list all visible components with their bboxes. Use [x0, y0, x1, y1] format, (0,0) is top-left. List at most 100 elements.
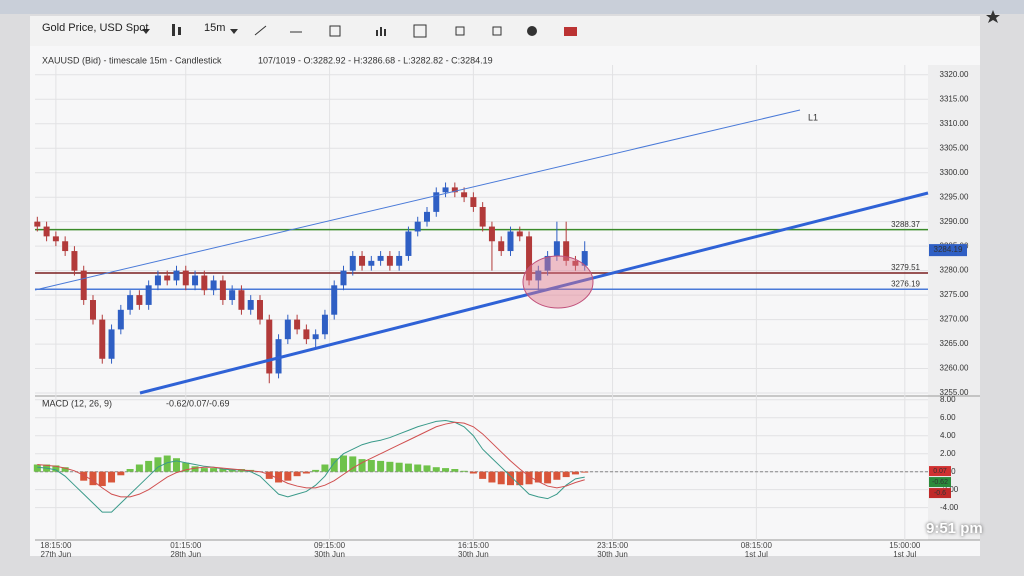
histogram-bar [145, 460, 153, 472]
histogram-bar [460, 470, 468, 472]
current-value-box [929, 466, 951, 477]
histogram-bar [469, 471, 477, 474]
candle-body [340, 270, 347, 286]
dropdown-arrow[interactable] [230, 29, 238, 34]
histogram-bar [544, 471, 552, 484]
highlight-ellipse [522, 255, 594, 309]
y-tick-label: 3305.00 [940, 143, 969, 152]
histogram-bar [210, 468, 218, 472]
current-value-box [929, 488, 951, 499]
candle-body [34, 221, 41, 227]
dropdown-arrow[interactable] [142, 29, 150, 34]
candle-body [80, 270, 87, 301]
histogram-bar [163, 455, 171, 472]
histogram-bar [191, 466, 199, 472]
candle-body [201, 275, 208, 291]
histogram-bar [553, 471, 561, 480]
histogram-bar [330, 458, 338, 472]
candle-body [136, 295, 143, 305]
candle-body [210, 280, 217, 291]
histogram-bar [312, 469, 320, 472]
candle-body [349, 255, 356, 271]
candle-body [405, 231, 412, 256]
candle-body [507, 231, 514, 252]
ohlc-info: 107/1019 - O:3282.92 - H:3286.68 - L:328… [258, 55, 493, 65]
histogram-bar [89, 471, 97, 486]
candle-body [321, 314, 328, 335]
histogram-bar [581, 471, 589, 473]
candle-body [312, 334, 319, 340]
histogram-bar [377, 460, 385, 472]
y-tick-label: 3310.00 [940, 119, 969, 128]
timeframe-selector[interactable]: 15m [204, 22, 226, 34]
histogram-bar [479, 471, 487, 479]
x-tick-label: 16:15:00 30th Jun [457, 541, 489, 559]
candle-body [423, 211, 430, 222]
x-tick-label: 09:15:00 30th Jun [313, 541, 346, 559]
candle-body [479, 206, 486, 227]
star-icon[interactable] [986, 10, 1000, 23]
x-tick-label: 15:00:00 1st Jul [889, 541, 921, 559]
candle-body [71, 251, 78, 271]
candle-body [145, 285, 152, 305]
candle-body [294, 319, 301, 330]
candle-body [442, 187, 449, 193]
candle-body [331, 285, 338, 315]
histogram-bar [275, 471, 283, 483]
y-tick-label: 8.00 [940, 395, 956, 404]
histogram-bar [182, 462, 190, 472]
histogram-bar [98, 471, 106, 487]
y-tick-label: 3275.00 [940, 290, 969, 299]
histogram-bar [367, 460, 375, 472]
y-tick-label: 4.00 [940, 431, 956, 440]
histogram-bar [404, 463, 412, 472]
histogram-bar [284, 471, 292, 481]
histogram-bar [293, 471, 301, 477]
histogram-bar [117, 471, 125, 476]
histogram-bar [52, 465, 60, 472]
y-tick-label: 3300.00 [940, 168, 969, 177]
macd-title: MACD (12, 26, 9) [42, 398, 112, 408]
histogram-bar [395, 462, 403, 472]
trend-line [139, 191, 929, 395]
candle-body [192, 275, 199, 286]
histogram-bar [219, 469, 227, 472]
y-tick-label: 6.00 [940, 413, 956, 422]
x-tick-label: 01:15:00 28th Jun [170, 541, 202, 559]
y-tick-label: 3280.00 [940, 266, 969, 275]
histogram-bar [506, 471, 514, 486]
macd-values: -0.62/0.07/-0.69 [166, 398, 230, 408]
candle-body [535, 270, 542, 281]
last-price-box [929, 244, 967, 257]
current-value-label: 0.07 [933, 468, 947, 475]
histogram-bar [386, 461, 394, 472]
histogram-bar [488, 471, 496, 483]
histogram-bar [516, 471, 524, 486]
annotation: L1 [808, 112, 818, 122]
symbol-selector[interactable]: Gold Price, USD Spot [42, 22, 149, 34]
level-label: 3276.19 [891, 279, 920, 288]
candle-body [247, 300, 254, 310]
candle-body [359, 255, 366, 266]
candle-body [368, 260, 375, 266]
macd: 0.07 -0.62 -0.6 [33, 419, 951, 513]
clock: 9:51 pm [926, 520, 983, 537]
candles [34, 182, 588, 384]
candle-body [52, 236, 59, 242]
candle-body [433, 192, 440, 212]
histogram-bar [432, 467, 440, 472]
histogram-bar [200, 468, 208, 472]
histogram-bar [321, 464, 329, 472]
candle-body [451, 187, 458, 193]
candle-body [284, 319, 291, 340]
candle-body [498, 241, 505, 252]
y-tick-label: 3295.00 [940, 192, 969, 201]
y-tick-label: 3320.00 [940, 70, 969, 79]
candle-body [516, 231, 523, 237]
toolbar-icons[interactable] [172, 24, 577, 38]
candle-body [396, 255, 403, 266]
candle-body [229, 290, 236, 301]
histogram-bar [135, 464, 143, 472]
histogram-bar [61, 467, 69, 472]
